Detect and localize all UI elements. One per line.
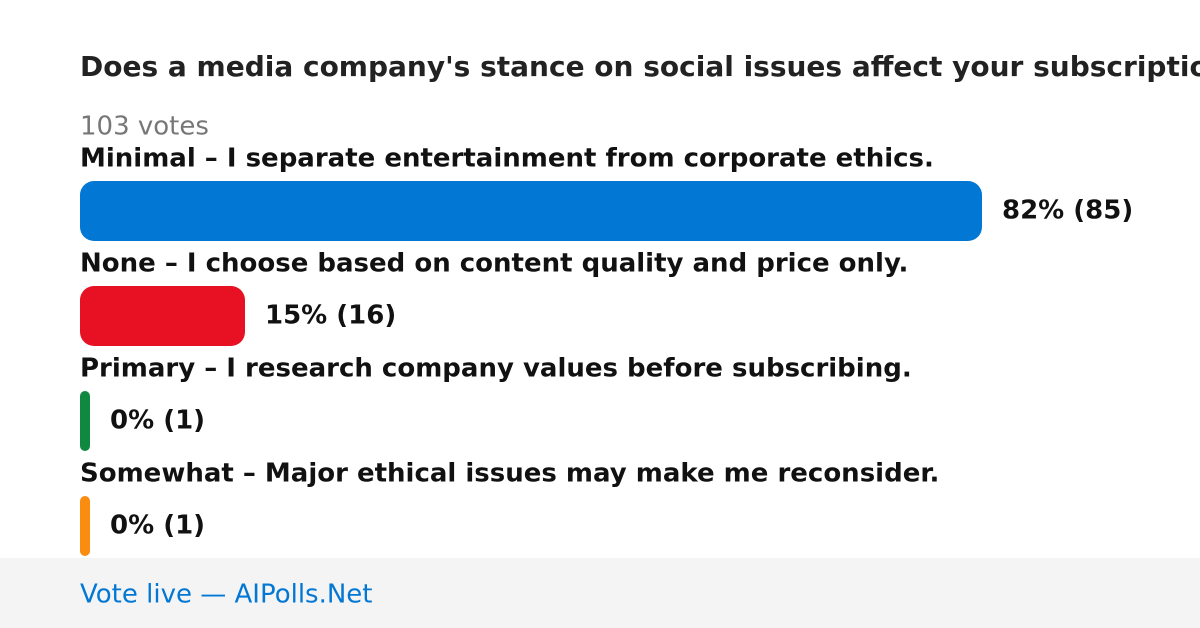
option-label: Somewhat – Major ethical issues may make…	[80, 459, 939, 489]
option-label: None – I choose based on content quality…	[80, 249, 908, 279]
footer-link[interactable]: Vote live — AIPolls.Net	[80, 580, 373, 610]
option-label: Primary – I research company values befo…	[80, 354, 912, 384]
value-label: 15% (16)	[265, 301, 396, 331]
option-label: Minimal – I separate entertainment from …	[80, 144, 934, 174]
value-label: 0% (1)	[110, 511, 205, 541]
bar	[80, 391, 90, 451]
bar	[80, 496, 90, 556]
value-label: 0% (1)	[110, 406, 205, 436]
title: Does a media company's stance on social …	[80, 50, 1200, 83]
footer-band	[0, 558, 1200, 628]
value-label: 82% (85)	[1002, 196, 1133, 226]
vote-count: 103 votes	[80, 112, 209, 142]
bar	[80, 181, 982, 241]
bar	[80, 286, 245, 346]
